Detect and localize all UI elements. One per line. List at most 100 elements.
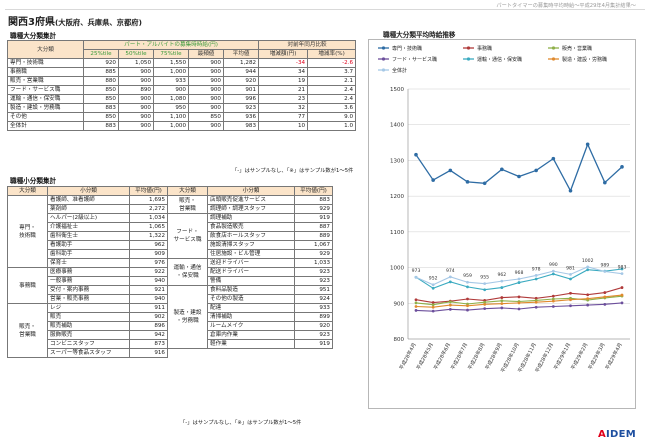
series-point bbox=[551, 272, 555, 276]
series-point bbox=[586, 265, 590, 269]
minor-item-avg: 902 bbox=[129, 312, 168, 322]
major-col-rate: 増減率(%) bbox=[307, 49, 357, 59]
series-point bbox=[431, 283, 435, 287]
series-point bbox=[603, 295, 607, 299]
major-col-avg: 平均値 bbox=[222, 49, 260, 59]
y-tick-label: 1000 bbox=[390, 266, 404, 272]
minor-item-avg: 923 bbox=[294, 276, 333, 286]
series-point bbox=[500, 302, 504, 306]
series-point bbox=[431, 301, 435, 304]
series-point bbox=[534, 300, 538, 304]
series-point bbox=[620, 165, 624, 169]
major-cell-avg: 944 bbox=[222, 67, 260, 77]
minor-item-name: 介護福祉士 bbox=[47, 222, 130, 232]
major-cell-diff: 19 bbox=[258, 76, 309, 86]
minor-group-label: 販売・ 営業職 bbox=[7, 303, 48, 358]
minor-item-name: 送迎ドライバー bbox=[207, 258, 295, 268]
series-point bbox=[517, 307, 521, 311]
series-point bbox=[414, 275, 418, 279]
legend-label: 運輸・通信・保安職 bbox=[477, 56, 522, 63]
major-cell-p75: 1,080 bbox=[153, 94, 189, 104]
page-title: 関西3府県(大阪府、兵庫県、京都府) bbox=[8, 13, 142, 28]
series-point bbox=[603, 291, 607, 294]
table-row: 事務職 885 900 1,000 900 944 34 3.7 bbox=[7, 67, 357, 77]
minor-item-avg: 1,322 bbox=[129, 231, 168, 241]
major-cell-p50: 900 bbox=[118, 76, 154, 86]
major-cell-rate: 2.1 bbox=[307, 76, 357, 86]
minor-item-name: 看護助手 bbox=[47, 240, 130, 250]
series-point bbox=[534, 277, 538, 281]
legend-marker bbox=[381, 46, 386, 50]
series-point bbox=[500, 306, 504, 310]
series-point bbox=[414, 309, 418, 312]
minor-item-avg: 942 bbox=[129, 330, 168, 340]
series-point bbox=[569, 272, 572, 276]
major-cell-p50: 1,050 bbox=[118, 58, 154, 68]
minor-item-avg: 922 bbox=[129, 267, 168, 277]
major-cell-avg: 923 bbox=[222, 103, 260, 113]
y-tick-label: 800 bbox=[394, 337, 405, 343]
minor-group-label: 事務職 bbox=[7, 267, 48, 304]
table-row: 保育士 976 運輸・通信 ・保安職 送迎ドライバー 1,033 bbox=[8, 258, 333, 286]
minor-item-name: レジ bbox=[47, 303, 130, 313]
minor-item-avg: 883 bbox=[294, 195, 333, 205]
legend-label: フード・サービス職 bbox=[392, 56, 437, 63]
minor-item-name: ルームメイク bbox=[207, 321, 295, 331]
y-tick-label: 1200 bbox=[390, 194, 404, 200]
minor-item-avg: 1,067 bbox=[294, 240, 333, 250]
page-subtitle: (大阪府、兵庫県、京都府) bbox=[54, 18, 142, 27]
series-point bbox=[517, 301, 521, 305]
data-label: 981 bbox=[566, 265, 575, 271]
legend-marker bbox=[381, 57, 386, 61]
series-point bbox=[414, 298, 418, 302]
table-row: フード・サービス職 850 890 900 900 901 21 2.4 bbox=[7, 85, 357, 95]
y-tick-label: 1300 bbox=[390, 158, 404, 164]
series-point bbox=[517, 277, 521, 281]
major-cell-avg: 996 bbox=[222, 94, 260, 104]
series-point bbox=[620, 293, 624, 297]
series-point bbox=[448, 300, 452, 304]
minor-col-avg-right: 平均値(円) bbox=[294, 186, 333, 196]
major-row-label: 運輸・通信・保安職 bbox=[7, 94, 84, 104]
chart-title: 職種大分類平均時給推移 bbox=[383, 31, 456, 39]
major-cell-diff: 77 bbox=[258, 112, 309, 122]
minor-item-avg: 873 bbox=[129, 339, 168, 349]
major-cell-p25: 850 bbox=[83, 112, 119, 122]
series-point bbox=[448, 168, 453, 173]
major-row-label: 製造・建設・労務職 bbox=[7, 103, 84, 113]
table-row: 受付・案内事務 921 製造・建設 ・労務職 食料品製造 951 bbox=[8, 285, 333, 349]
major-footnote: 「-」はサンプルなし、「※」はサンプル数が1～5件 bbox=[232, 168, 354, 174]
table-row: 専門・技術職 920 1,050 1,550 900 1,282 -34 -2.6 bbox=[7, 58, 357, 68]
minor-item-avg: 962 bbox=[129, 240, 168, 250]
series-point bbox=[500, 299, 504, 303]
minor-item-name: 住居施設・ビル管理 bbox=[207, 249, 295, 259]
major-cell-avg: 936 bbox=[222, 112, 260, 122]
minor-item-name: 警備 bbox=[207, 276, 295, 286]
series-point bbox=[482, 181, 487, 186]
major-cell-p75: 1,000 bbox=[153, 121, 189, 131]
y-tick-label: 900 bbox=[394, 301, 405, 307]
minor-item-avg: 911 bbox=[129, 303, 168, 313]
major-cell-p75: 950 bbox=[153, 103, 189, 113]
major-col-category: 大分類 bbox=[7, 40, 84, 59]
legend-label: 全体計 bbox=[392, 67, 407, 74]
major-cell-p50: 900 bbox=[118, 67, 154, 77]
minor-item-avg: 1,695 bbox=[129, 195, 168, 205]
minor-col-avg-left: 平均値(円) bbox=[129, 186, 168, 196]
series-point bbox=[465, 180, 470, 184]
major-cell-p25: 920 bbox=[83, 58, 119, 68]
major-col-yoy-group: 対前年同月比較 bbox=[258, 40, 357, 50]
minor-category-table: 大分類 小分類 平均値(円) 大分類 小分類 平均値(円) 専門・ 技術職 看護師… bbox=[7, 186, 333, 358]
minor-group-label: フード・ サービス職 bbox=[167, 213, 208, 259]
minor-col-minor-right: 小分類 bbox=[207, 186, 295, 196]
y-tick-label: 1500 bbox=[390, 87, 404, 93]
series-point bbox=[448, 275, 452, 279]
minor-item-name: 医療事務 bbox=[47, 267, 130, 277]
minor-item-avg: 923 bbox=[294, 330, 333, 340]
major-cell-mode: 900 bbox=[188, 94, 224, 104]
major-cell-diff: 34 bbox=[258, 67, 309, 77]
minor-item-avg: 889 bbox=[294, 231, 333, 241]
minor-col-major-right: 大分類 bbox=[167, 186, 208, 196]
series-point bbox=[534, 296, 538, 300]
series-point bbox=[569, 304, 572, 308]
